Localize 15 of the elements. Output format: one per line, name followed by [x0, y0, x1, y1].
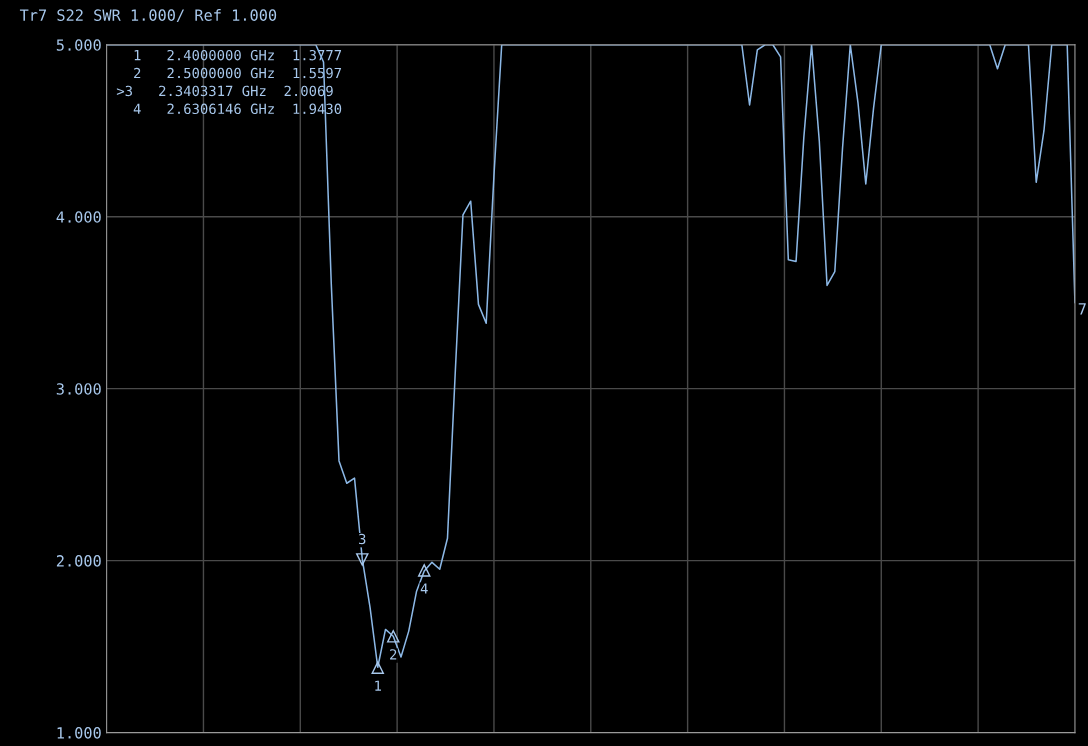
y-tick-label: 3.000 [56, 383, 101, 395]
y-tick-label: 4.000 [56, 211, 101, 223]
annotation: 2 [390, 649, 397, 660]
point [356, 553, 369, 566]
text: 7 [1078, 303, 1086, 315]
annotation: 1 [375, 680, 381, 691]
point [417, 564, 431, 577]
annotation: 3 [359, 533, 366, 545]
y-tick-label: 1.000 [57, 727, 101, 739]
chart-title: Tr7 S22 SWR 1.000/ Ref 1.000 [19, 9, 277, 23]
y-tick-label: 2.000 [56, 555, 101, 567]
y-tick-label: 5.000 [56, 39, 101, 51]
point [386, 630, 400, 643]
point [371, 661, 385, 674]
annotation: 4 [420, 583, 428, 594]
